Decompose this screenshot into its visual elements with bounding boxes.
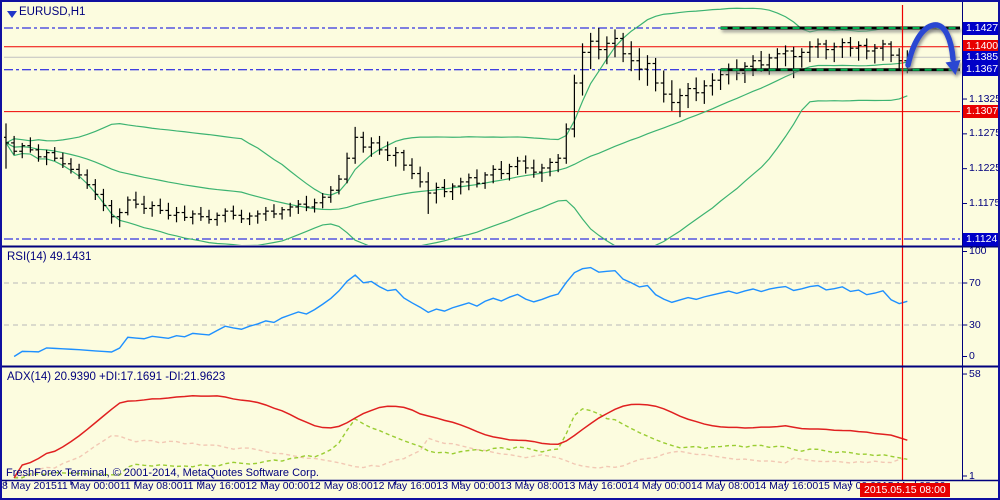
adx-scale-label: 58 xyxy=(969,367,981,380)
bollinger-lower-band-line xyxy=(5,95,908,245)
plus-di-line xyxy=(14,408,908,479)
panel-splitter-rsi-adx[interactable] xyxy=(2,363,998,369)
rsi-indicator-label: RSI(14) 49.1431 xyxy=(7,251,92,263)
rsi-scale-label: 70 xyxy=(969,276,981,289)
ohlc-bars-series xyxy=(4,28,911,228)
forecast-arrow xyxy=(905,22,961,75)
arrowhead-icon xyxy=(945,60,961,75)
time-axis-label: 13 May 08:00 xyxy=(500,480,564,492)
time-axis-label: 11 May 00:00 xyxy=(56,480,120,492)
time-axis[interactable]: 8 May 201511 May 00:0011 May 08:0011 May… xyxy=(2,480,961,498)
price-tick-label: 1.1325 xyxy=(969,92,1000,105)
price-marker-chip: 1.1385 xyxy=(963,50,998,64)
time-crosshair-label: 2015.05.15 08:00 xyxy=(860,483,950,497)
time-axis-label: 12 May 00:00 xyxy=(245,480,310,492)
main-chart-panel[interactable] xyxy=(2,2,960,242)
time-axis-label: 13 May 16:00 xyxy=(563,480,628,492)
rsi-line xyxy=(13,266,908,358)
price-marker-chip: 1.1427 xyxy=(963,21,998,35)
minus-di-line xyxy=(13,434,908,479)
adx-indicator-label: ADX(14) 20.9390 +DI:17.1691 -DI:21.9623 xyxy=(7,371,226,383)
time-axis-label: 14 May 08:00 xyxy=(690,480,755,492)
price-marker-chip: 1.1400 xyxy=(963,40,998,54)
rsi-scale-label: 100 xyxy=(969,245,987,257)
time-axis-label: 14 May 00:00 xyxy=(627,480,691,492)
adx-scale-label: 1 xyxy=(969,469,975,482)
rsi-scale-label: 30 xyxy=(969,318,981,331)
adx-panel[interactable] xyxy=(2,368,960,478)
price-axis[interactable]: 1.1325 1.1275 1.1225 1.1175 1.1427 1.1400 1.13… xyxy=(962,2,1000,482)
price-marker-chip: 1.1367 xyxy=(963,63,998,77)
time-axis-label: 14 May 16:00 xyxy=(754,480,819,492)
panel-splitter-main-rsi[interactable] xyxy=(2,243,998,249)
price-marker-chip: 1.1124 xyxy=(963,232,998,246)
time-axis-label: 8 May 2015 xyxy=(2,480,57,492)
rsi-scale-label: 0 xyxy=(969,350,975,362)
price-marker-chip: 1.1307 xyxy=(963,105,998,119)
time-axis-label: 11 May 08:00 xyxy=(119,480,183,492)
symbol-title: EURUSD,H1 xyxy=(19,6,86,18)
support-resistance-zone-lines xyxy=(720,26,960,72)
adx-line xyxy=(13,394,908,479)
rsi-graphics xyxy=(13,266,908,358)
copyright-label: FreshForex Terminal, © 2001-2014, MetaQu… xyxy=(6,467,319,479)
price-tick-label: 1.1225 xyxy=(969,162,1000,175)
bollinger-upper-band-line xyxy=(5,7,908,196)
time-axis-label: 12 May 08:00 xyxy=(309,480,373,492)
time-axis-label: 11 May 16:00 xyxy=(182,480,246,492)
chart-marker-icon xyxy=(7,11,17,18)
bollinger-middle-band-line xyxy=(5,61,908,211)
rsi-panel[interactable] xyxy=(2,248,960,362)
time-axis-label: 12 May 16:00 xyxy=(372,480,437,492)
adx-graphics xyxy=(13,394,908,479)
time-axis-label: 13 May 00:00 xyxy=(436,480,501,492)
main-chart-graphics xyxy=(4,7,960,245)
price-tick-label: 1.1275 xyxy=(969,127,1000,140)
price-tick-label: 1.1175 xyxy=(969,196,1000,209)
